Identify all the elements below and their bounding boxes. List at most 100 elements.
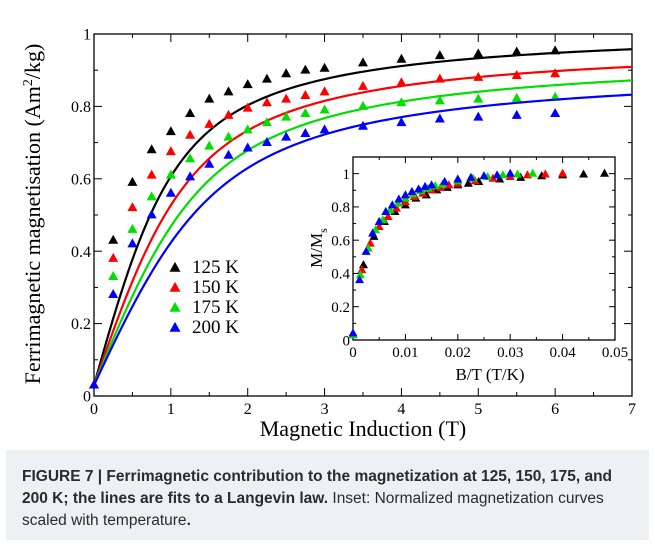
inset-y-tick-label: 0 [343,333,351,349]
inset-point-200k [381,206,391,215]
legend-label: 150 K [192,277,239,298]
main-point-150k [358,80,368,90]
inset-point-200k [466,172,476,181]
main-point-150k [396,77,407,87]
main-point-200k [358,120,368,130]
main-point-200k [319,124,330,134]
legend-marker [169,321,181,332]
main-point-175k [300,108,311,118]
inset-point-200k [394,194,404,203]
main-y-label-main: Ferrimagnetic magnetisation (Am [20,86,45,384]
figure-caption: FIGURE 7 | Ferrimagnetic contribution to… [22,466,642,532]
main-x-tick-label: 6 [551,401,559,418]
main-point-150k [550,68,561,78]
main-point-175k [281,111,292,121]
inset-y-tick-label: 0.6 [331,233,350,249]
main-point-125k [300,64,311,74]
main-point-200k [281,131,292,141]
main-point-150k [108,252,119,262]
main-point-200k [300,127,311,137]
main-point-175k [146,191,157,201]
main-point-200k [108,289,119,299]
main-point-125k [396,53,407,63]
main-point-125k [223,86,234,96]
main-x-tick-label: 7 [628,401,636,418]
main-point-125k [281,68,292,78]
inset-y-tick-label: 0.8 [331,200,350,216]
main-point-200k [165,187,176,197]
inset-point-200k [374,216,384,225]
inset-chart: 0 0.01 0.02 0.03 0.04 0.05 0 0.2 0.4 0.6 0.8 1 [331,156,628,361]
main-point-125k [358,57,368,67]
inset-point-200k [407,186,417,196]
inset-y-label-sub: s [316,228,330,233]
caption-title: FIGURE 7 | Ferrimagnetic contribution to… [22,468,613,507]
main-point-175k [204,140,215,150]
main-point-175k [165,169,176,179]
main-point-125k [165,126,176,136]
main-point-175k [358,100,368,110]
main-point-125k [319,62,330,72]
main-fit-line-150k [92,65,633,386]
main-point-175k [319,104,330,114]
inset-point-150k [391,203,401,212]
inset-y-axis-label: M/Ms [307,228,330,268]
main-point-175k [242,124,253,134]
inset-point-200k [427,180,437,189]
main-point-125k [108,234,119,244]
main-x-tick-label: 4 [397,401,405,418]
inset-x-tick-label: 0 [349,345,357,361]
main-point-150k [434,73,445,83]
inset-y-tick-label: 0.4 [331,267,350,283]
main-chart: 0 1 2 3 4 5 6 7 0 0.2 0.4 0.6 0.8 1 Magnetic Inductio… [6,6,649,450]
main-point-200k [396,117,407,127]
legend-marker [169,301,181,312]
main-point-175k [396,97,407,107]
main-point-125k [185,108,196,118]
inset-point-175k [393,198,403,207]
inset-y-tick-label: 1 [343,167,351,183]
inset-point-200k [368,228,378,237]
legend-label: 175 K [192,297,239,318]
main-point-150k [281,93,292,103]
inset-point-150k [357,265,367,274]
inset-point-175k [498,170,508,179]
legend-marker [169,261,181,272]
main-y-tick-label: 0.8 [71,99,91,116]
caption-period: . [186,512,191,529]
main-point-175k [261,117,272,127]
main-point-125k [127,176,138,186]
inset-point-125k [600,168,610,177]
main-point-200k [89,379,99,389]
main-y-tick-label: 0.4 [71,244,91,261]
inset-y-label-main: M/M [307,233,326,268]
inset-point-125k [495,174,505,183]
main-y-tick-label: 0 [83,389,91,406]
main-point-200k [223,149,234,159]
main-point-175k [108,270,119,280]
inset-x-axis-label: B/T (T/K) [455,365,524,384]
main-point-200k [127,238,138,248]
inset-frame [352,156,616,341]
main-y-tick-label: 1 [83,27,91,44]
main-x-axis-label: Magnetic Induction (T) [260,416,467,441]
main-point-200k [185,171,196,181]
main-point-175k [223,131,234,141]
main-point-125k [550,45,561,55]
main-point-150k [300,89,311,99]
inset-point-175k [355,270,365,279]
main-point-200k [473,111,484,121]
main-point-150k [165,146,176,156]
inset-point-125k [579,169,589,178]
legend-marker [169,281,181,292]
inset-point-200k [420,181,430,191]
inset-point-200k [479,171,489,180]
inset-point-150k [444,180,454,189]
inset-point-200k [348,328,358,337]
inset-point-150k [383,211,393,220]
main-point-125k [511,46,522,56]
main-point-200k [511,109,522,119]
main-point-175k [127,223,138,233]
inset-point-125k [358,260,368,269]
